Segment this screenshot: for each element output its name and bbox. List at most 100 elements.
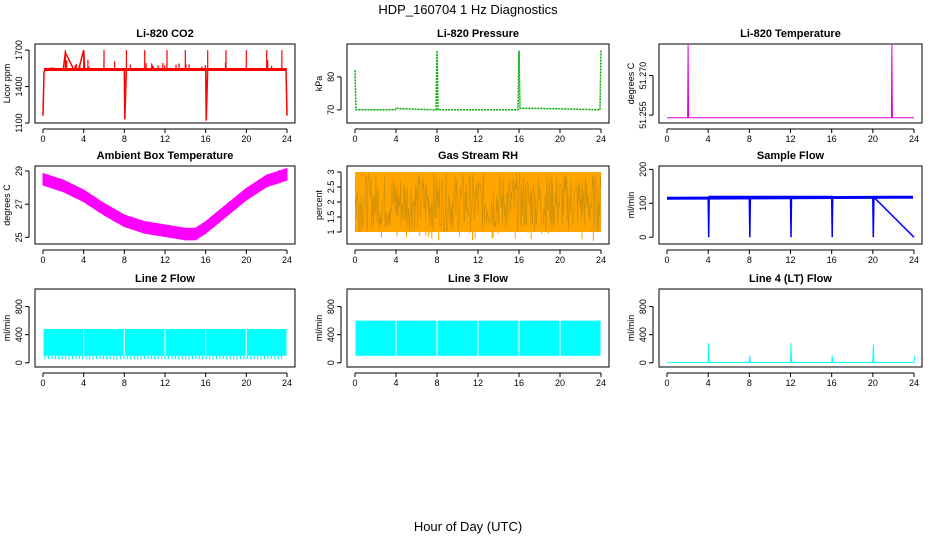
y-tick-label: 51.255 [638,101,648,129]
panel-title: Ambient Box Temperature [97,150,234,162]
series-line [667,44,914,119]
y-tick-label: 27 [14,199,24,209]
x-tick-label: 4 [393,255,398,265]
y-tick-label: 0 [638,235,648,240]
x-tick-label: 16 [201,378,211,388]
y-tick-label: 1100 [14,113,24,132]
x-tick-label: 12 [160,134,170,144]
panel-title: Line 2 Flow [135,273,195,285]
y-tick-label: 0 [326,360,336,365]
x-tick-label: 0 [40,378,45,388]
x-tick-label: 24 [909,255,919,265]
plot-frame [658,43,923,124]
x-tick-label: 20 [241,255,251,265]
x-tick-label: 8 [122,378,127,388]
series-line [42,49,288,121]
y-tick-label: 100 [638,196,648,211]
y-tick-label: 800 [326,299,336,314]
panel-title: Line 4 (LT) Flow [749,273,832,285]
plot-frame [346,43,610,124]
data-layer [355,320,601,356]
y-tick-label: 1.5 [326,211,336,224]
x-tick-label: 16 [201,255,211,265]
panel-2: Li-820 Pressure kPa 0 4 8 12 16 20 24 70 80 [314,28,610,144]
panel-title: Sample Flow [757,150,825,162]
panel-title: Gas Stream RH [438,150,518,162]
y-axis-label: ml/min [626,192,636,219]
series-band [84,329,124,356]
x-tick-label: 12 [160,255,170,265]
plot-frame [658,165,923,245]
x-tick-label: 20 [868,378,878,388]
y-tick-label: 3 [326,169,336,174]
series-band [396,320,437,356]
series-line [42,169,288,240]
series-dips [381,226,594,241]
x-tick-label: 8 [122,255,127,265]
x-tick-label: 0 [352,255,357,265]
x-tick-label: 12 [473,134,483,144]
x-tick-label: 4 [393,378,398,388]
y-tick-label: 1 [326,229,336,234]
series-line [354,50,602,111]
x-tick-label: 24 [282,378,292,388]
y-tick-label: 0 [638,360,648,365]
series-band [165,329,206,356]
y-tick-label: 2 [326,199,336,204]
panel-title: Li-820 CO2 [136,28,193,40]
panel-7: Line 2 Flow ml/min 0 4 8 12 16 20 24 0 400 800 [2,273,296,388]
x-tick-label: 8 [434,134,439,144]
x-tick-label: 4 [706,378,711,388]
x-tick-label: 8 [747,378,752,388]
panel-title: Li-820 Pressure [437,28,519,40]
series-line [667,343,915,363]
figure-xlabel: Hour of Day (UTC) [414,519,522,534]
y-axis-label: degrees C [626,62,636,104]
y-axis-label: Licor ppm [2,64,12,104]
x-tick-label: 8 [747,255,752,265]
x-tick-label: 24 [909,134,919,144]
x-tick-label: 8 [747,134,752,144]
y-axis-label: percent [314,189,324,220]
plot-frame [658,288,923,368]
y-tick-label: 400 [326,327,336,342]
x-tick-label: 24 [596,378,606,388]
x-tick-label: 24 [282,255,292,265]
y-axis-label: ml/min [626,315,636,342]
x-tick-label: 24 [909,378,919,388]
data-layer [667,343,915,363]
panel-5: Gas Stream RH percent 0 4 8 12 16 20 24 1 1.5 2 2.5 3 [314,150,610,265]
series-line [354,172,602,233]
panel-8: Line 3 Flow ml/min 0 4 8 12 16 20 24 0 400 800 [314,273,610,388]
series-spikes [64,50,283,70]
y-tick-label: 70 [326,105,336,115]
panel-4: Ambient Box Temperature degrees C 0 4 8 12 16 2… [2,150,296,265]
x-tick-label: 8 [434,378,439,388]
y-tick-label: 1400 [14,77,24,97]
x-tick-label: 0 [664,134,669,144]
x-tick-label: 4 [81,255,86,265]
plot-frame [346,165,610,245]
y-tick-label: 80 [326,72,336,82]
data-layer [42,49,288,121]
x-tick-label: 20 [241,134,251,144]
data-layer [354,50,602,111]
y-tick-label: 25 [14,232,24,242]
y-tick-label: 800 [14,299,24,314]
x-tick-label: 4 [393,134,398,144]
x-tick-label: 12 [785,255,795,265]
x-tick-label: 0 [352,134,357,144]
y-tick-label: 0 [14,360,24,365]
x-tick-label: 16 [514,378,524,388]
x-tick-label: 12 [785,134,795,144]
x-tick-label: 0 [40,134,45,144]
x-tick-label: 20 [555,378,565,388]
data-layer [667,44,914,119]
series-line [667,195,915,238]
x-tick-label: 16 [827,255,837,265]
y-tick-label: 1700 [14,40,24,60]
data-layer [43,329,287,360]
x-tick-label: 4 [81,378,86,388]
